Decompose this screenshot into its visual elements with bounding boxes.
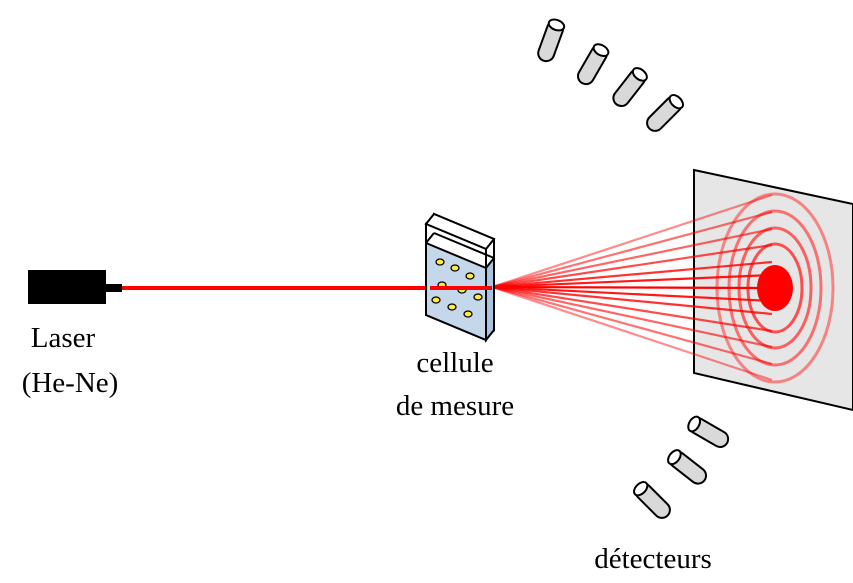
detector-icon <box>577 43 610 86</box>
scatter-line <box>491 285 773 349</box>
detectors-lower <box>633 415 730 519</box>
particle <box>450 264 460 272</box>
detector-icon <box>612 67 648 108</box>
cell-inner-rim-2 <box>433 232 495 259</box>
laser-label-line2: (He-Ne) <box>22 367 119 399</box>
scattered-beams <box>491 193 773 382</box>
detector-icon <box>687 415 730 448</box>
cell-liquid-side <box>485 255 495 343</box>
central-spot <box>757 265 793 311</box>
scatter-line <box>491 285 773 316</box>
laser-nozzle <box>106 284 122 292</box>
particle <box>447 303 457 311</box>
scatter-line <box>491 210 773 289</box>
particle <box>463 310 473 318</box>
detector-icon <box>646 94 684 132</box>
detector-icon <box>537 18 566 63</box>
scatter-line <box>491 285 773 303</box>
detectors-upper <box>537 18 684 132</box>
scatter-line <box>491 193 773 289</box>
scatter-line <box>491 285 773 382</box>
scatter-line <box>491 285 773 290</box>
scatter-line <box>491 273 773 289</box>
particle <box>473 293 483 301</box>
laser-icon <box>28 270 122 304</box>
scatter-line <box>491 285 773 366</box>
laser-body <box>28 270 106 304</box>
particle <box>431 296 441 304</box>
particle <box>465 272 475 280</box>
detector-icon <box>633 481 671 519</box>
detectors-label: détecteurs <box>594 543 712 575</box>
scatter-line <box>491 260 773 289</box>
measuring-cell-icon <box>424 212 496 343</box>
scatter-line <box>491 227 773 289</box>
cell-label-line2: de mesure <box>396 390 514 422</box>
cell-inner-rim <box>425 232 435 244</box>
cell-label-line1: cellule <box>416 347 493 379</box>
scatter-line <box>491 243 773 289</box>
particle <box>435 258 445 266</box>
laser-label-line1: Laser <box>31 322 96 354</box>
detector-icon <box>667 449 708 485</box>
scatter-line <box>491 285 773 333</box>
